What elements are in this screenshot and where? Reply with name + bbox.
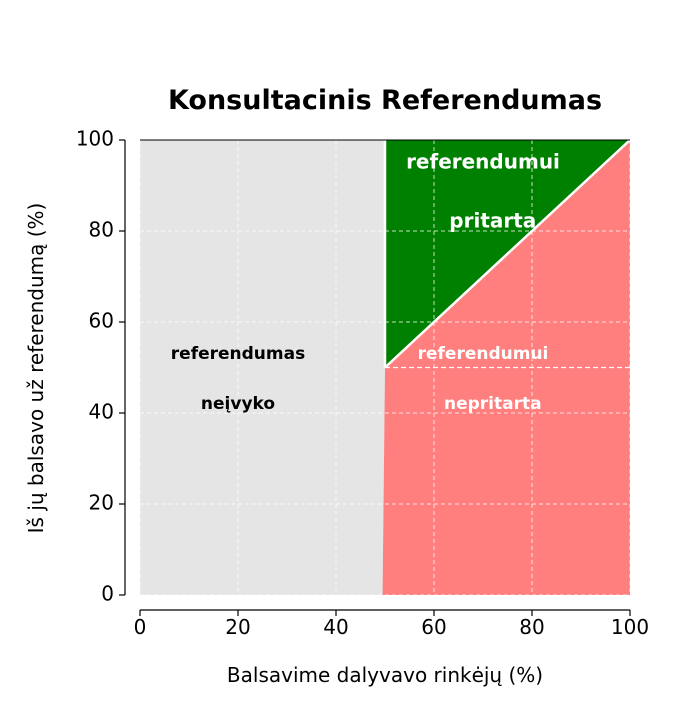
x-tick-label-40: 40 xyxy=(323,615,348,639)
y-tick-label-80: 80 xyxy=(89,218,114,242)
y-tick-label-20: 20 xyxy=(89,491,114,515)
region-label-nepritarta-1: referendumui xyxy=(418,344,549,364)
region-label-nepritarta-2: nepritarta xyxy=(444,394,542,414)
boundaries xyxy=(383,139,631,369)
region-labels: referendumas neįvyko referendumui pritarta r… xyxy=(171,149,560,414)
region-neivyko xyxy=(140,140,385,595)
x-tick-label-80: 80 xyxy=(519,615,544,639)
region-label-pritarta-1: referendumui xyxy=(406,149,560,173)
chart-title: Konsultacinis Referendumas xyxy=(168,85,602,116)
y-tick-label-0: 0 xyxy=(101,582,114,606)
region-label-pritarta-2: pritarta xyxy=(449,208,536,232)
x-tick-label-60: 60 xyxy=(421,615,446,639)
x-tick-label-100: 100 xyxy=(611,615,649,639)
y-tick-label-60: 60 xyxy=(89,309,114,333)
diagonal-boundary xyxy=(384,139,631,369)
x-tick-label-20: 20 xyxy=(225,615,250,639)
axes: 0 20 40 60 80 100 0 20 40 60 80 100 xyxy=(76,127,649,640)
y-tick-label-100: 100 xyxy=(76,127,114,151)
x-tick-label-0: 0 xyxy=(134,615,147,639)
y-axis-label: Iš jų balsavo už referendumą (%) xyxy=(24,203,48,534)
region-label-neivyko-2: neįvyko xyxy=(201,394,275,414)
region-label-neivyko-1: referendumas xyxy=(171,344,305,364)
x-axis-label: Balsavime dalyvavo rinkėjų (%) xyxy=(227,663,543,687)
y-tick-label-40: 40 xyxy=(89,400,114,424)
